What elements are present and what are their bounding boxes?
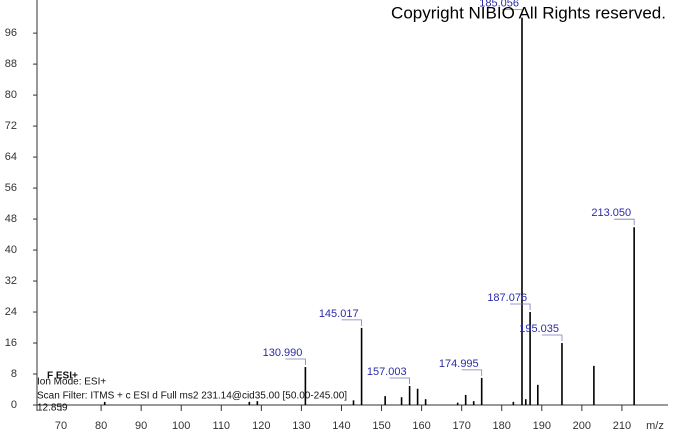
y-tick-label: 88 (5, 58, 17, 70)
x-tick-label: 190 (533, 420, 551, 432)
x-tick-label: 130 (292, 420, 310, 432)
label-bracket (510, 303, 531, 311)
peak-label: 145.017 (319, 308, 359, 320)
x-tick-label: 100 (172, 420, 190, 432)
label-bracket (541, 334, 563, 342)
info-line: Scan Filter: ITMS + c ESI d Full ms2 231… (37, 391, 347, 402)
label-bracket (389, 377, 411, 385)
y-tick-label: 24 (5, 306, 17, 318)
x-tick-label: 140 (332, 420, 350, 432)
y-tick-label: 8 (11, 368, 17, 380)
x-tick-label: 200 (573, 420, 591, 432)
copyright: Copyright NIBIO All Rights reserved. (391, 3, 666, 22)
x-tick-label: 210 (613, 420, 631, 432)
label-bracket (614, 218, 635, 226)
peak-label: 187.076 (487, 292, 527, 304)
label-bracket (285, 358, 306, 366)
peak-label: 130.990 (263, 347, 303, 359)
x-tick-label: 110 (213, 420, 231, 432)
y-tick-label: 0 (11, 399, 17, 411)
peak-label: 213.050 (591, 207, 631, 219)
label-bracket (341, 319, 362, 326)
peak-label: 185.056 (479, 0, 519, 10)
y-tick-label: 96 (5, 27, 17, 39)
x-tick-label: 160 (412, 420, 430, 432)
y-tick-label: 72 (5, 120, 17, 132)
y-tick-label: 48 (5, 213, 17, 225)
peak-label: 195.035 (519, 323, 559, 335)
info-line: F ESI+ (47, 371, 78, 382)
x-tick-label: 80 (95, 420, 107, 432)
x-axis-label: m/z (646, 420, 664, 432)
x-tick-label: 70 (55, 420, 67, 432)
label-bracket (461, 369, 483, 376)
peak-label: 157.003 (367, 366, 407, 378)
y-tick-label: 32 (5, 275, 17, 287)
y-tick-label: 40 (5, 244, 17, 256)
y-tick-label: 16 (5, 337, 17, 349)
info-line: 12.859 (37, 403, 68, 414)
y-tick-label: 80 (5, 89, 17, 101)
label-bracket (501, 9, 523, 16)
peak-label: 174.995 (439, 358, 479, 370)
y-tick-label: 64 (5, 151, 17, 163)
info-line: Ion Mode: ESI+ (37, 377, 106, 388)
x-tick-label: 180 (493, 420, 511, 432)
x-tick-label: 150 (372, 420, 390, 432)
x-tick-label: 120 (252, 420, 270, 432)
x-tick-label: 170 (452, 420, 470, 432)
x-tick-label: 90 (135, 420, 147, 432)
y-tick-label: 56 (5, 182, 17, 194)
